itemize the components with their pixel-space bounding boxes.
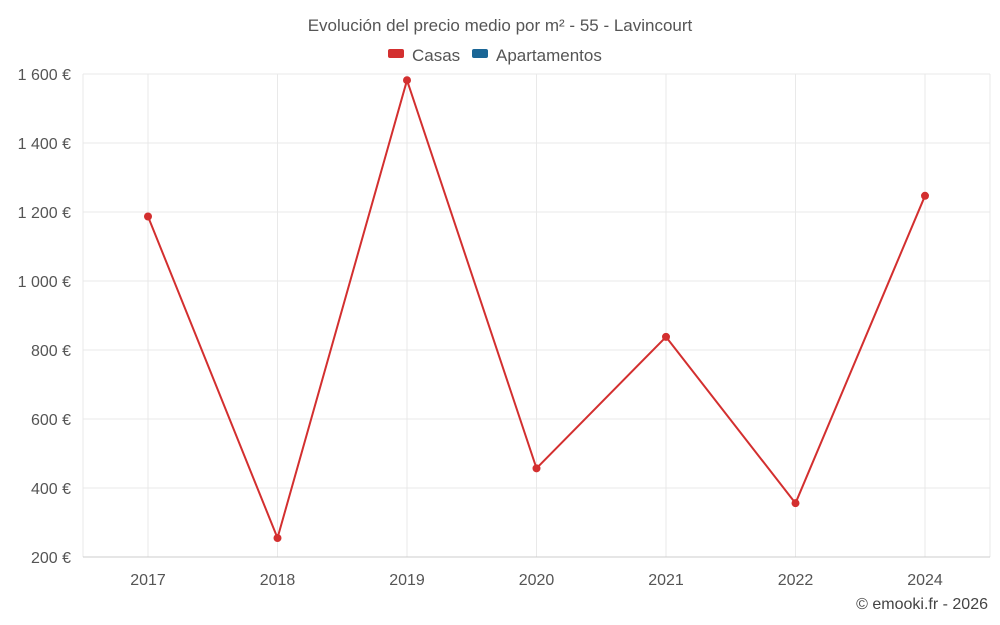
y-tick-label: 1 000 €: [18, 274, 71, 291]
y-tick-label: 1 600 €: [18, 67, 71, 84]
y-tick-label: 600 €: [31, 412, 71, 429]
data-point-casas-2018[interactable]: [273, 534, 282, 543]
y-tick-label: 800 €: [31, 343, 71, 360]
y-tick-label: 1 200 €: [18, 205, 71, 222]
x-tick-label: 2019: [389, 572, 425, 589]
x-tick-label: 2022: [778, 572, 814, 589]
x-tick-label: 2024: [907, 572, 943, 589]
x-tick-label: 2018: [260, 572, 296, 589]
x-tick-label: 2020: [519, 572, 555, 589]
x-tick-label: 2021: [648, 572, 684, 589]
legend-label-apartamentos: Apartamentos: [496, 46, 602, 65]
legend-label-casas: Casas: [412, 46, 460, 65]
y-tick-label: 200 €: [31, 550, 71, 567]
x-axis-ticks: 2017 2018 2019 2020 2021 2022 2024: [130, 572, 943, 589]
data-point-casas-2024[interactable]: [921, 191, 929, 200]
legend-item-apartamentos[interactable]: Apartamentos: [472, 46, 602, 65]
legend: Casas Apartamentos: [388, 46, 602, 65]
data-point-casas-2021[interactable]: [662, 332, 670, 341]
data-point-casas-2020[interactable]: [532, 464, 541, 473]
data-point-casas-2017[interactable]: [144, 212, 152, 221]
legend-item-casas[interactable]: Casas: [388, 46, 460, 65]
credit-text: © emooki.fr - 2026: [856, 596, 988, 613]
y-axis-ticks: 200 € 400 € 600 € 800 € 1 000 € 1 200 € 1 400 …: [18, 67, 71, 567]
data-point-casas-2022[interactable]: [791, 499, 800, 508]
legend-swatch-apartamentos: [472, 49, 488, 58]
chart-title: Evolución del precio medio por m² - 55 -…: [308, 16, 693, 35]
series-points: [144, 76, 929, 543]
data-point-casas-2019[interactable]: [403, 76, 411, 85]
legend-swatch-casas: [388, 49, 404, 58]
x-tick-label: 2017: [130, 572, 166, 589]
y-tick-label: 1 400 €: [18, 136, 71, 153]
x-gridlines: [82, 74, 991, 557]
y-tick-label: 400 €: [31, 481, 71, 498]
